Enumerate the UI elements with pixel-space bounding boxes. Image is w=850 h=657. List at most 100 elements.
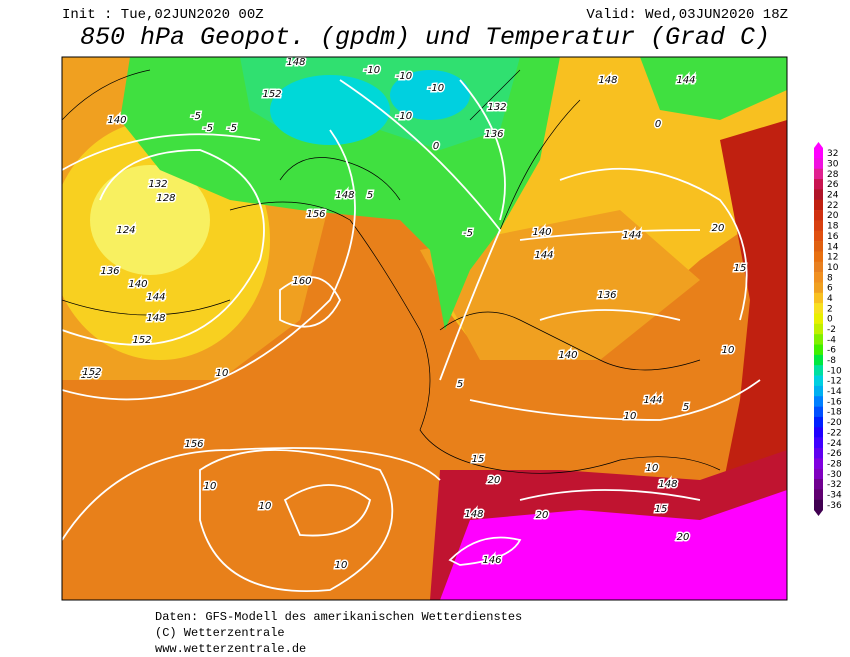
colorbar-label: -18 — [827, 408, 842, 418]
colorbar-label: -10 — [827, 366, 842, 376]
contour-label: 144 — [622, 230, 641, 241]
colorbar-band — [814, 323, 823, 335]
contour-label: 5 — [367, 190, 373, 201]
colorbar-label: 20 — [827, 211, 839, 221]
contour-label: 20 — [536, 510, 549, 521]
contour-label: 0 — [433, 141, 439, 152]
contour-label: -5 — [227, 123, 237, 134]
contour-label: 10 — [204, 481, 217, 492]
colorbar-band — [814, 468, 823, 480]
colorbar-arrow — [814, 142, 823, 148]
contour-label: 132 — [487, 102, 506, 113]
colorbar-band — [814, 478, 823, 490]
contour-label: 0 — [655, 119, 661, 130]
colorbar-label: -36 — [827, 501, 842, 511]
contour-label: 156 — [184, 439, 203, 450]
contour-label: 148 — [286, 57, 305, 68]
contour-label: 148 — [146, 313, 165, 324]
contour-label: 124 — [116, 225, 135, 236]
colorbar-band — [814, 375, 823, 387]
colorbar-label: 2 — [827, 304, 833, 314]
colorbar-band — [814, 251, 823, 263]
contour-label: 10 — [646, 463, 659, 474]
colorbar-band — [814, 396, 823, 407]
colorbar-label: 30 — [827, 160, 839, 170]
colorbar-label: -2 — [827, 325, 836, 335]
colorbar: 32302826242220181614121086420-2-4-6-8-10… — [814, 142, 842, 516]
colorbar-band — [814, 272, 823, 283]
contour-label: 156 — [306, 209, 325, 220]
colorbar-label: -4 — [827, 335, 836, 345]
footer-line: (C) Wetterzentrale — [155, 626, 285, 640]
colorbar-label: -6 — [827, 346, 836, 356]
colorbar-label: 24 — [827, 191, 839, 201]
contour-label: 136 — [484, 129, 503, 140]
contour-label: 140 — [558, 350, 577, 361]
colorbar-label: 22 — [827, 201, 838, 211]
contour-label: 144 — [676, 75, 695, 86]
colorbar-label: -34 — [827, 490, 842, 500]
title: 850 hPa Geopot. (gpdm) und Temperatur (G… — [80, 23, 770, 52]
contour-label: 148 — [598, 75, 617, 86]
contour-label: -10 — [396, 111, 412, 122]
colorbar-band — [814, 489, 823, 500]
contour-label: 144 — [146, 292, 165, 303]
contour-label: -5 — [463, 228, 473, 239]
colorbar-label: -30 — [827, 470, 842, 480]
contour-label: 5 — [457, 379, 463, 390]
colorbar-band — [814, 292, 823, 304]
contour-label: 10 — [335, 560, 348, 571]
contour-label: -5 — [203, 123, 213, 134]
contour-label: 140 — [107, 115, 126, 126]
colorbar-label: -22 — [827, 428, 842, 438]
colorbar-band — [814, 282, 823, 294]
colorbar-band — [814, 261, 823, 273]
contour-label: 152 — [82, 367, 101, 378]
contour-label: -10 — [428, 83, 444, 94]
footer-line: Daten: GFS-Modell des amerikanischen Wet… — [155, 610, 522, 624]
colorbar-label: 14 — [827, 242, 839, 252]
colorbar-label: -16 — [827, 397, 842, 407]
contour-label: 132 — [148, 179, 167, 190]
footer-line: www.wetterzentrale.de — [155, 642, 306, 656]
contour-label: 20 — [712, 223, 725, 234]
colorbar-band — [814, 148, 823, 159]
colorbar-label: -32 — [827, 480, 842, 490]
contour-label: 156 — [80, 370, 99, 381]
colorbar-band — [814, 385, 823, 397]
colorbar-band — [814, 406, 823, 418]
colorbar-label: 26 — [827, 180, 839, 190]
contour-label: 140 — [128, 279, 147, 290]
contour-label: 152 — [262, 89, 281, 100]
colorbar-label: 6 — [827, 284, 833, 294]
contour-label: 10 — [216, 368, 229, 379]
colorbar-label: -8 — [827, 356, 836, 366]
colorbar-label: -26 — [827, 449, 842, 459]
contour-label: 146 — [482, 555, 501, 566]
colorbar-label: 4 — [827, 294, 833, 304]
colorbar-label: -20 — [827, 418, 842, 428]
colorbar-label: -24 — [827, 439, 842, 449]
contour-label: 15 — [472, 454, 485, 465]
contour-label: 10 — [259, 501, 272, 512]
colorbar-band — [814, 313, 823, 325]
colorbar-band — [814, 458, 823, 469]
colorbar-label: -12 — [827, 377, 842, 387]
colorbar-label: 8 — [827, 273, 833, 283]
init-time: Init : Tue,02JUN2020 00Z — [62, 7, 264, 23]
colorbar-label: 28 — [827, 170, 839, 180]
contour-label: 148 — [464, 509, 483, 520]
colorbar-band — [814, 303, 823, 314]
colorbar-label: 0 — [827, 315, 833, 325]
colorbar-band — [814, 220, 823, 232]
colorbar-band — [814, 427, 823, 438]
colorbar-label: -14 — [827, 387, 842, 397]
colorbar-band — [814, 230, 823, 242]
valid-time: Valid: Wed,03JUN2020 18Z — [586, 7, 788, 23]
colorbar-label: 32 — [827, 149, 838, 159]
contour-label: 15 — [734, 263, 747, 274]
colorbar-band — [814, 416, 823, 428]
contour-label: 128 — [156, 193, 175, 204]
colorbar-label: -28 — [827, 459, 842, 469]
